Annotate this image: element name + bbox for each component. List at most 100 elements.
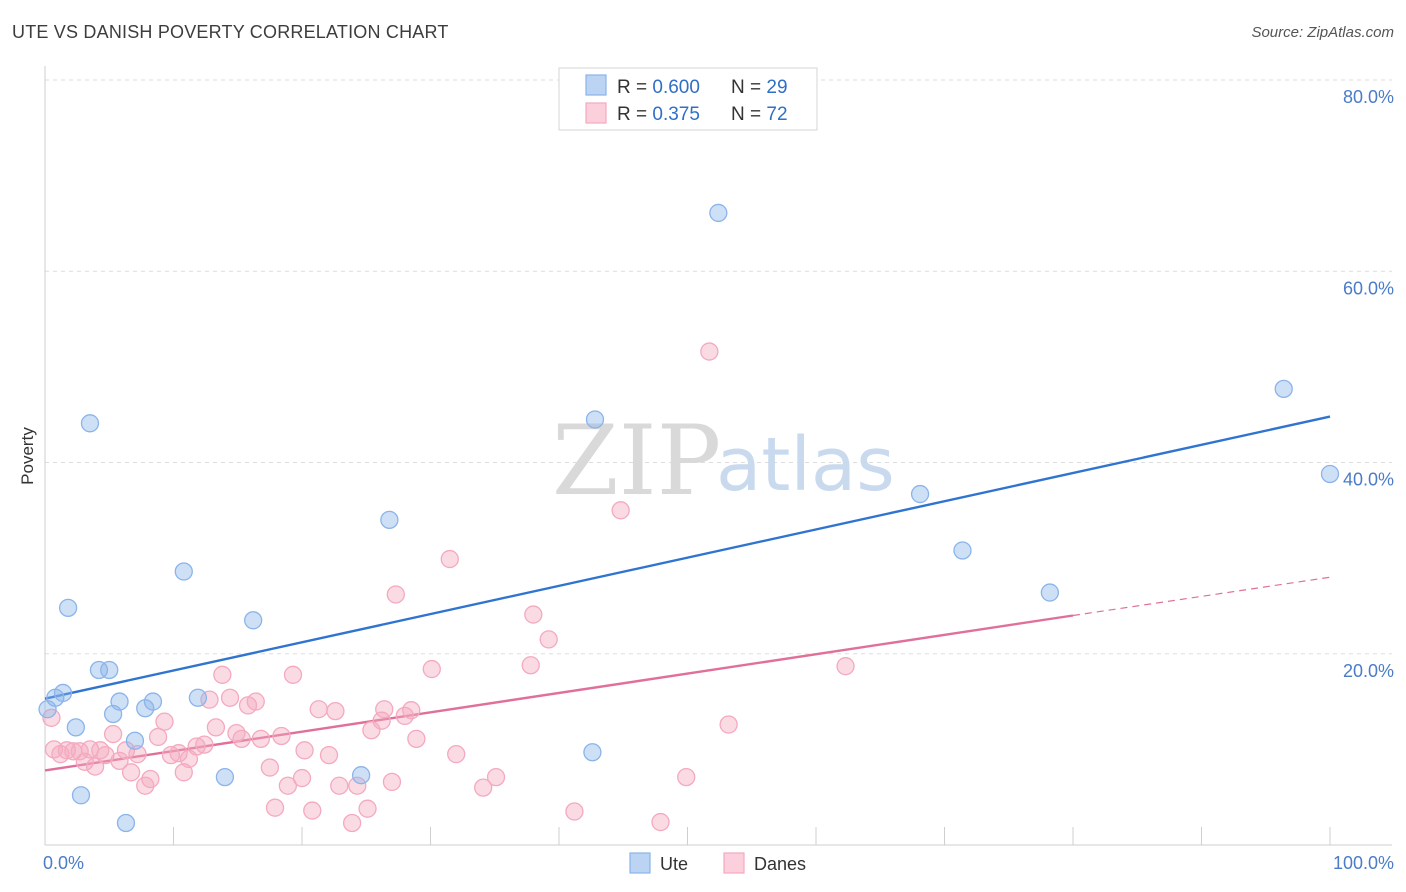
data-point-danes: [700, 342, 719, 361]
data-point-danes: [213, 665, 232, 684]
gridlines: [45, 79, 1392, 655]
legend-n-value-ute: 29: [766, 77, 787, 98]
data-point-ute: [244, 611, 263, 630]
data-point-danes: [260, 758, 280, 777]
data-point-danes: [651, 812, 670, 832]
data-point-danes: [169, 744, 188, 763]
data-point-danes: [836, 657, 855, 676]
y-tick-label-60: 60.0%: [1343, 278, 1394, 298]
data-point-danes: [128, 745, 147, 764]
legend-r-value-danes: 0.375: [652, 104, 700, 125]
data-point-danes: [155, 712, 174, 731]
data-point-danes: [227, 723, 246, 743]
data-point-danes: [375, 700, 394, 719]
data-point-danes: [42, 708, 61, 727]
data-point-danes: [57, 741, 76, 760]
data-point-ute: [58, 598, 78, 617]
x-tick-label-right: 100.0%: [1333, 853, 1394, 873]
trend-line-dashed-danes: [1072, 576, 1331, 617]
data-point-danes: [348, 776, 367, 795]
data-point-danes: [372, 711, 391, 730]
legend-n-label-ute: N =: [731, 77, 766, 98]
data-point-ute: [110, 692, 129, 711]
data-point-ute: [125, 731, 145, 750]
data-point-danes: [148, 727, 168, 747]
data-point-danes: [251, 729, 271, 749]
data-point-danes: [141, 769, 160, 789]
data-point-danes: [110, 751, 129, 770]
data-point-danes: [358, 799, 377, 818]
y-tick-label-40: 40.0%: [1343, 470, 1394, 490]
bottom-legend-swatch-ute: [629, 852, 651, 874]
data-point-danes: [422, 659, 441, 679]
data-point-danes: [220, 688, 240, 707]
data-point-danes: [278, 776, 298, 795]
data-point-danes: [539, 630, 558, 649]
y-tick-labels: 20.0% 40.0% 60.0% 80.0%: [1343, 87, 1394, 681]
y-tick-label-20: 20.0%: [1343, 661, 1394, 681]
data-point-danes: [342, 813, 362, 833]
data-point-danes: [195, 735, 214, 754]
data-point-danes: [232, 729, 251, 749]
axes: [44, 66, 1392, 846]
y-axis-label: Poverty: [18, 427, 37, 485]
data-point-ute: [53, 683, 73, 703]
chart-source: Source: ZipAtlas.com: [1251, 24, 1394, 41]
data-point-danes: [295, 741, 314, 760]
data-point-ute: [1274, 379, 1293, 399]
data-point-danes: [174, 763, 193, 782]
data-point-danes: [85, 757, 105, 776]
data-point-danes: [326, 701, 345, 721]
data-point-ute: [174, 562, 193, 581]
data-point-danes: [303, 801, 322, 820]
data-point-ute: [71, 786, 91, 805]
data-point-ute: [80, 414, 100, 433]
trend-line-danes: [44, 614, 1074, 772]
data-point-danes: [524, 605, 543, 624]
data-point-ute: [351, 766, 371, 785]
stats-legend: R = 0.600 N = 29 R = 0.375 N = 72: [558, 67, 818, 131]
data-point-danes: [265, 798, 285, 817]
watermark-atlas: atlas: [716, 422, 895, 508]
data-point-danes: [309, 700, 328, 719]
bottom-legend-swatch-danes: [723, 852, 745, 874]
trend-lines: [44, 415, 1331, 772]
data-point-danes: [719, 715, 738, 734]
data-point-ute: [215, 767, 235, 787]
data-point-danes: [292, 768, 312, 788]
legend-n-value-danes: 72: [766, 104, 787, 125]
y-tick-label-80: 80.0%: [1343, 87, 1394, 107]
svg-text:R = 0.375: R = 0.375: [617, 104, 700, 125]
legend-r-label-ute: R =: [617, 77, 652, 98]
data-point-ute: [709, 203, 728, 223]
legend-swatch-ute: [585, 74, 607, 96]
data-point-ute: [188, 688, 208, 707]
data-point-danes: [521, 656, 540, 675]
data-point-ute: [1320, 464, 1340, 484]
legend-r-value-ute: 0.600: [652, 77, 700, 98]
data-point-danes: [407, 729, 426, 749]
data-point-danes: [677, 767, 696, 787]
data-point-ute: [116, 813, 136, 833]
data-point-ute: [910, 484, 930, 504]
bottom-legend-label-danes: Danes: [754, 854, 806, 874]
data-point-danes: [486, 767, 506, 787]
svg-text:N = 29: N = 29: [731, 77, 788, 98]
data-point-danes: [440, 549, 459, 569]
data-point-danes: [283, 665, 303, 684]
data-point-danes: [121, 763, 141, 782]
data-point-danes: [330, 776, 349, 795]
svg-text:R = 0.600: R = 0.600: [617, 77, 700, 98]
bottom-legend-label-ute: Ute: [660, 854, 688, 874]
data-point-danes: [272, 726, 291, 746]
data-point-danes: [200, 690, 219, 709]
data-point-ute: [583, 743, 602, 762]
data-point-danes: [246, 692, 265, 711]
data-point-ute: [66, 718, 85, 737]
data-point-ute: [143, 692, 163, 711]
data-point-ute: [380, 510, 399, 530]
svg-text:N = 72: N = 72: [731, 104, 788, 125]
data-point-danes: [447, 745, 466, 764]
data-point-danes: [206, 718, 226, 737]
